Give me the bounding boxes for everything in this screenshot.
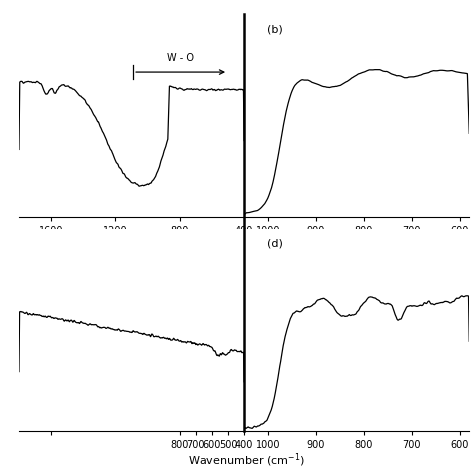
Text: (d): (d) — [266, 239, 283, 249]
Text: (b): (b) — [266, 24, 283, 34]
Text: Wavenumber (cm$^{-1}$): Wavenumber (cm$^{-1}$) — [188, 452, 305, 469]
Text: W - O: W - O — [167, 54, 194, 64]
